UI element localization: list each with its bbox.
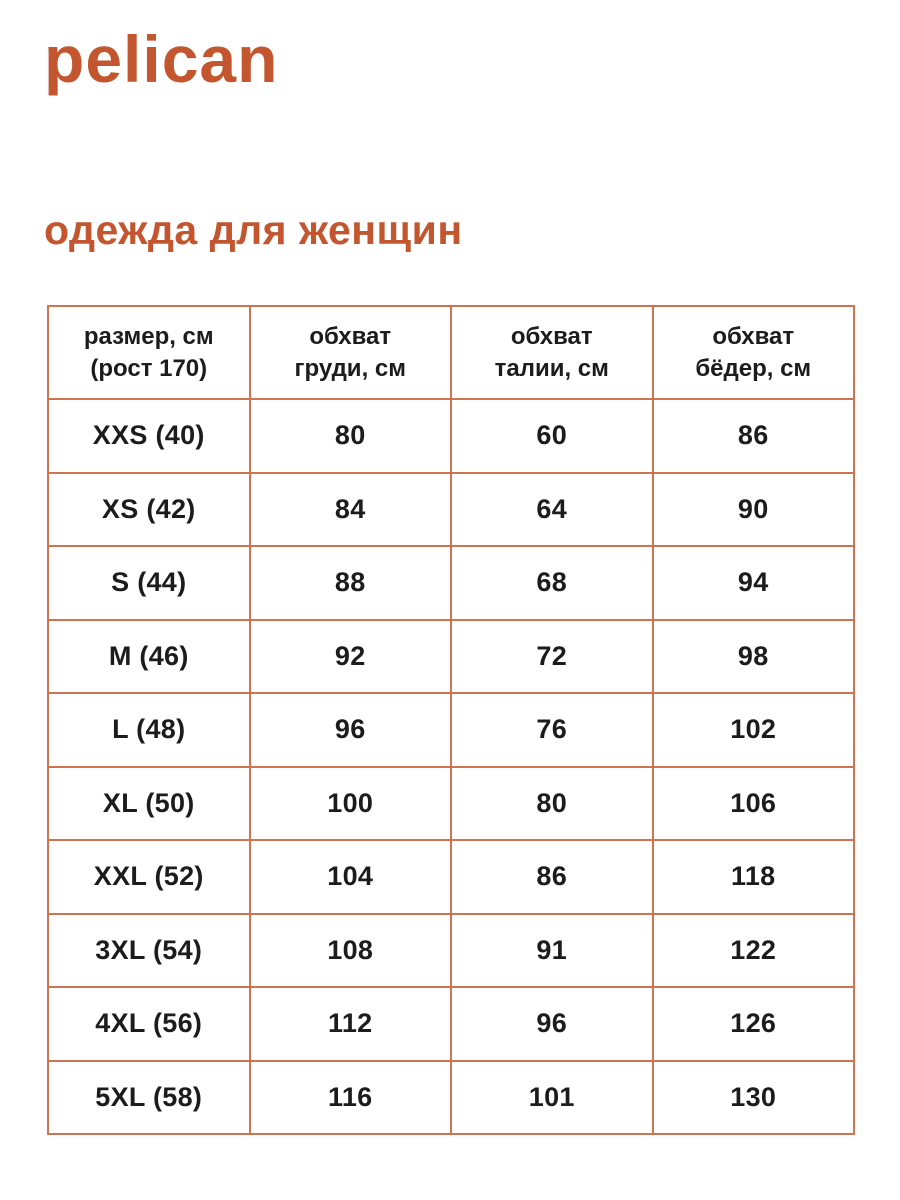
table-row: M (46) 92 72 98 <box>47 618 855 694</box>
header-chest: обхват груди, см <box>248 305 452 400</box>
size-cell: XXL (52) <box>47 839 251 915</box>
hips-cell: 106 <box>651 765 855 841</box>
chest-cell: 104 <box>248 839 452 915</box>
table-row: XXS (40) 80 60 86 <box>47 398 855 474</box>
chest-cell: 80 <box>248 398 452 474</box>
size-cell: 4XL (56) <box>47 986 251 1062</box>
hips-cell: 94 <box>651 545 855 621</box>
table-row: XL (50) 100 80 106 <box>47 765 855 841</box>
waist-cell: 72 <box>450 618 654 694</box>
chest-cell: 116 <box>248 1059 452 1135</box>
header-size: размер, см (рост 170) <box>47 305 251 400</box>
header-row: размер, см (рост 170) обхват груди, см о… <box>47 305 855 400</box>
waist-cell: 96 <box>450 986 654 1062</box>
table-row: 5XL (58) 116 101 130 <box>47 1059 855 1135</box>
size-cell: S (44) <box>47 545 251 621</box>
size-cell: 5XL (58) <box>47 1059 251 1135</box>
chest-cell: 88 <box>248 545 452 621</box>
chest-cell: 96 <box>248 692 452 768</box>
chest-cell: 112 <box>248 986 452 1062</box>
waist-cell: 91 <box>450 912 654 988</box>
waist-cell: 68 <box>450 545 654 621</box>
waist-cell: 64 <box>450 471 654 547</box>
page-title: одежда для женщин <box>44 207 463 253</box>
waist-cell: 60 <box>450 398 654 474</box>
table-row: S (44) 88 68 94 <box>47 545 855 621</box>
hips-cell: 86 <box>651 398 855 474</box>
waist-cell: 76 <box>450 692 654 768</box>
waist-cell: 101 <box>450 1059 654 1135</box>
brand-logo: pelican <box>44 22 279 96</box>
table-row: XS (42) 84 64 90 <box>47 471 855 547</box>
table-row: L (48) 96 76 102 <box>47 692 855 768</box>
hips-cell: 130 <box>651 1059 855 1135</box>
size-cell: M (46) <box>47 618 251 694</box>
header-hips: обхват бёдер, см <box>651 305 855 400</box>
size-cell: XXS (40) <box>47 398 251 474</box>
hips-cell: 98 <box>651 618 855 694</box>
chest-cell: 100 <box>248 765 452 841</box>
table-row: 3XL (54) 108 91 122 <box>47 912 855 988</box>
size-table-body: XXS (40) 80 60 86 XS (42) 84 64 90 S (44) 88 68 94 M… <box>47 398 855 1135</box>
size-cell: 3XL (54) <box>47 912 251 988</box>
hips-cell: 118 <box>651 839 855 915</box>
size-cell: XS (42) <box>47 471 251 547</box>
table-row: XXL (52) 104 86 118 <box>47 839 855 915</box>
header-waist: обхват талии, см <box>450 305 654 400</box>
hips-cell: 122 <box>651 912 855 988</box>
size-table-head: размер, см (рост 170) обхват груди, см о… <box>47 305 855 400</box>
hips-cell: 90 <box>651 471 855 547</box>
table-row: 4XL (56) 112 96 126 <box>47 986 855 1062</box>
hips-cell: 102 <box>651 692 855 768</box>
chest-cell: 92 <box>248 618 452 694</box>
chest-cell: 108 <box>248 912 452 988</box>
size-cell: XL (50) <box>47 765 251 841</box>
size-chart-table: размер, см (рост 170) обхват груди, см о… <box>47 305 855 1135</box>
waist-cell: 80 <box>450 765 654 841</box>
size-cell: L (48) <box>47 692 251 768</box>
hips-cell: 126 <box>651 986 855 1062</box>
waist-cell: 86 <box>450 839 654 915</box>
chest-cell: 84 <box>248 471 452 547</box>
